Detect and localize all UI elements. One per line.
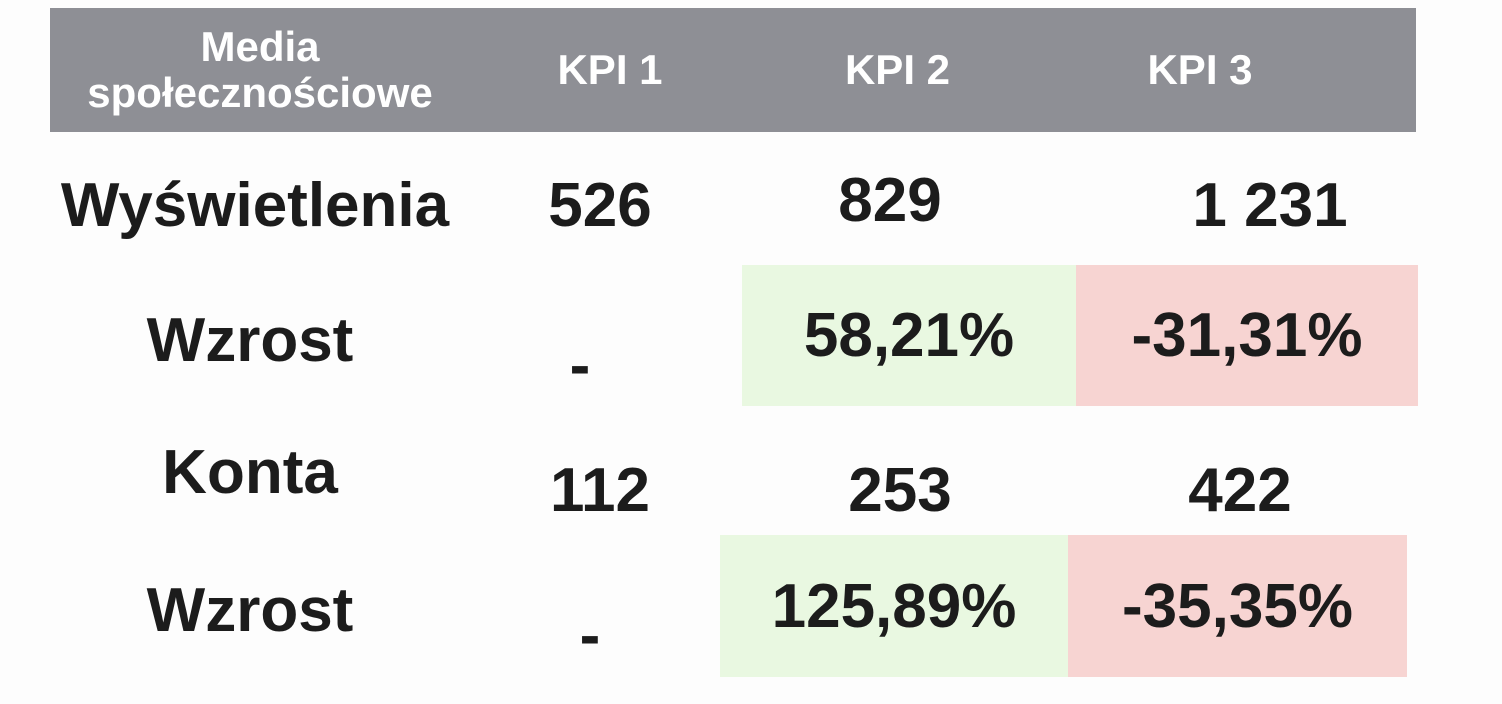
row-label: Wzrost [146, 305, 354, 375]
cell: 253 [848, 455, 952, 525]
cell: 422 [1188, 455, 1292, 525]
cell: - [569, 330, 591, 400]
header-cell: KPI 3 [1147, 46, 1253, 93]
cell-negative: -31,31% [1076, 265, 1418, 406]
cell: 526 [548, 170, 652, 240]
cell: - [579, 600, 601, 670]
cell: 1 231 [1192, 170, 1348, 240]
cell: 112 [549, 455, 651, 525]
cell-negative: -35,35% [1068, 535, 1407, 677]
header-cell: KPI 2 [844, 46, 951, 93]
cell-positive: 125,89% [720, 535, 1068, 677]
header-cell: Media społecznościowe [87, 23, 433, 116]
cell-positive: 58,21% [742, 265, 1076, 406]
header-cell: KPI 1 [557, 46, 663, 93]
row-label: Wyświetlenia [60, 170, 450, 240]
header-bar [50, 8, 1416, 132]
cell: 829 [838, 165, 942, 235]
row-label: Wzrost [146, 575, 354, 645]
row-label: Konta [162, 438, 338, 507]
